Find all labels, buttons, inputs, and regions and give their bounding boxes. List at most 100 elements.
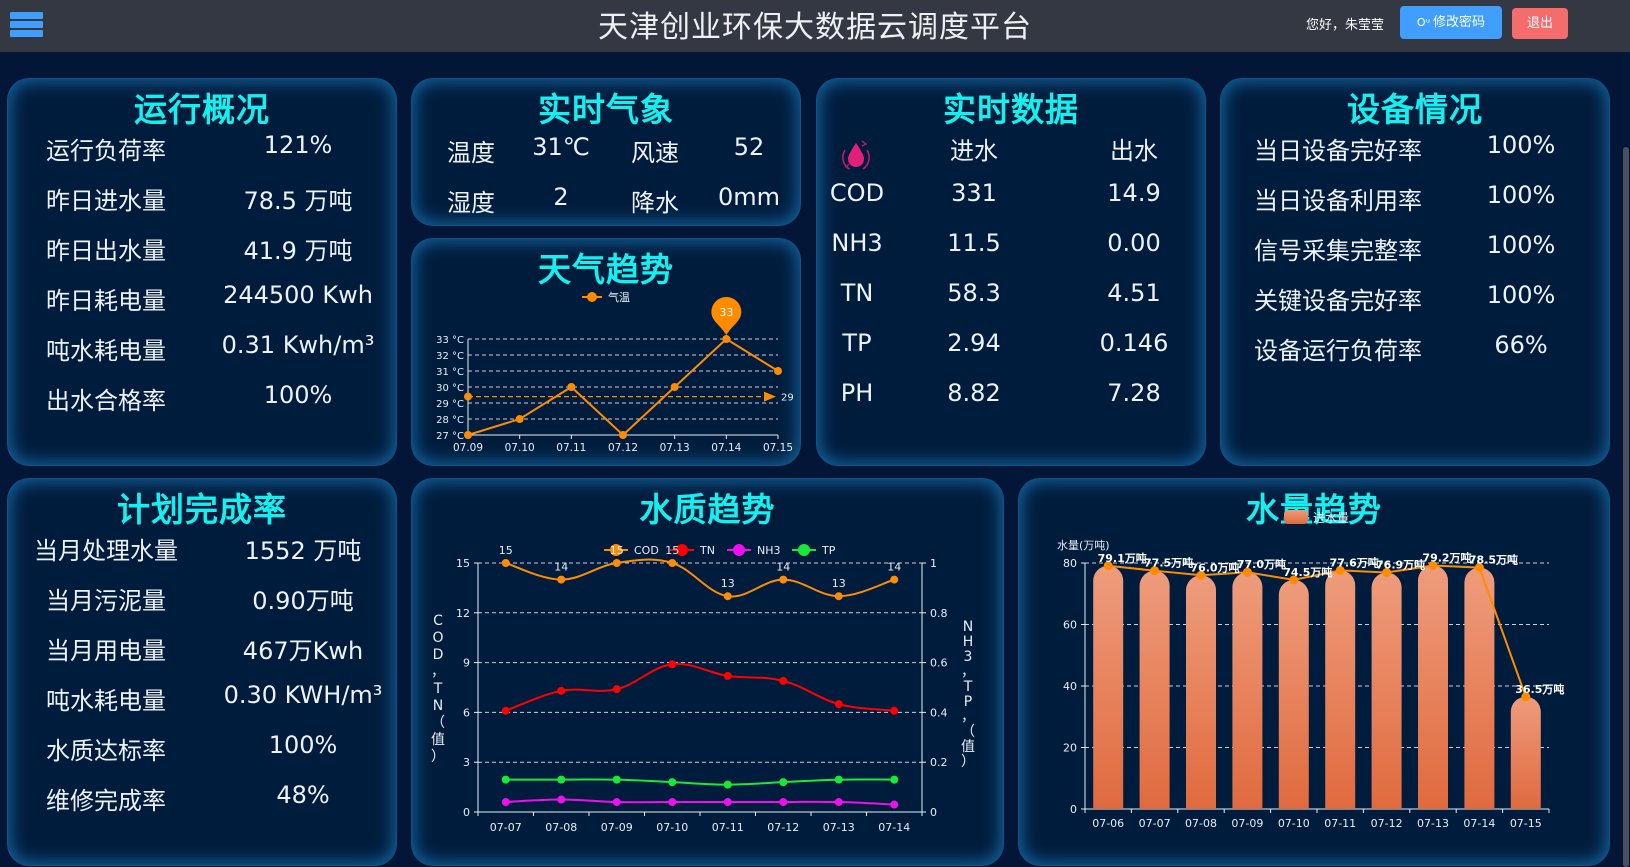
row-name: COD — [829, 179, 885, 207]
list-item: 当月处理水量 1552 万吨 — [34, 537, 362, 565]
logout-button[interactable]: 退出 — [1512, 8, 1568, 39]
svg-text:3: 3 — [964, 649, 973, 665]
outflow-value: 0.146 — [1099, 329, 1169, 357]
equipment-panel: 设备情况 当日设备完好率 100% 当日设备利用率 100% 信号采集完整率 100%… — [1220, 78, 1610, 466]
app-title: 天津创业环保大数据云调度平台 — [598, 10, 1032, 45]
svg-text:07-13: 07-13 — [1417, 817, 1449, 830]
svg-text:0: 0 — [930, 806, 937, 819]
temperature-label: 温度 — [447, 139, 495, 167]
svg-text:15: 15 — [499, 544, 513, 557]
svg-text:（: （ — [431, 715, 445, 731]
svg-text:77.5万吨: 77.5万吨 — [1144, 556, 1193, 570]
column-header-inflow: 进水 — [950, 137, 998, 165]
change-password-button[interactable]: Oᵘ 修改密码 — [1400, 6, 1502, 39]
svg-text:07-06: 07-06 — [1092, 817, 1124, 830]
hamburger-menu-icon[interactable] — [10, 12, 43, 38]
svg-text:气温: 气温 — [608, 290, 630, 304]
svg-text:N: N — [433, 698, 443, 714]
svg-text:TP: TP — [821, 544, 836, 557]
svg-text:07-10: 07-10 — [1278, 817, 1310, 830]
weather-trend-panel: 天气趋势 气温 27 °C 28 °C 29 °C 30 °C 31 °C 32 °C 33 … — [411, 238, 801, 466]
panel-title: 设备情况 — [1347, 90, 1483, 129]
svg-text:14: 14 — [554, 561, 568, 574]
outflow-value: 4.51 — [1107, 279, 1161, 307]
svg-text:15: 15 — [610, 544, 624, 557]
list-item: 吨水耗电量 0.31 Kwh/m³ — [46, 331, 375, 365]
panel-title: 运行概况 — [134, 90, 270, 129]
list-item: 昨日耗电量 244500 Kwh — [46, 281, 373, 315]
svg-text:32 °C: 32 °C — [436, 351, 464, 362]
svg-text:6: 6 — [463, 706, 470, 719]
svg-text:07-12: 07-12 — [767, 821, 799, 834]
svg-text:0.6: 0.6 — [930, 657, 948, 670]
svg-text:07.11: 07.11 — [556, 442, 586, 454]
svg-text:13: 13 — [721, 577, 735, 590]
panel-title: 计划完成率 — [117, 490, 287, 529]
list-item: 当日设备完好率 100% — [1254, 131, 1556, 165]
weather-panel: 实时气象 温度 31℃ 风速 52 湿度 2 降水 0mm — [411, 78, 801, 226]
svg-text:07.09: 07.09 — [453, 442, 483, 454]
list-item: 当月污泥量 0.90万吨 — [46, 587, 354, 615]
svg-text:20: 20 — [1063, 742, 1077, 755]
wind-value: 52 — [733, 133, 765, 161]
svg-text:07-09: 07-09 — [1231, 817, 1263, 830]
svg-text:0.4: 0.4 — [930, 706, 948, 719]
row-name: PH — [840, 379, 874, 407]
svg-text:）: ） — [961, 754, 975, 770]
svg-text:O: O — [432, 630, 443, 646]
svg-text:P: P — [964, 694, 972, 710]
outflow-value: 14.9 — [1107, 179, 1161, 207]
svg-text:36.5万吨: 36.5万吨 — [1515, 682, 1564, 696]
svg-text:N: N — [963, 619, 973, 635]
list-item: 信号采集完整率 100% — [1254, 231, 1556, 265]
svg-text:D: D — [433, 647, 444, 663]
svg-text:40: 40 — [1063, 680, 1077, 693]
svg-text:28 °C: 28 °C — [436, 415, 464, 426]
svg-text:07.15: 07.15 — [763, 442, 793, 454]
svg-text:07-13: 07-13 — [823, 821, 855, 834]
svg-text:9: 9 — [463, 657, 470, 670]
scrollbar-thumb[interactable] — [1623, 147, 1629, 867]
svg-text:33: 33 — [719, 306, 733, 319]
key-icon: Oᵘ — [1416, 16, 1431, 29]
svg-text:，: ， — [961, 709, 975, 725]
svg-text:31 °C: 31 °C — [436, 367, 464, 378]
page-scrollbar[interactable] — [1622, 52, 1630, 867]
svg-text:NH3: NH3 — [757, 544, 781, 557]
rain-label: 降水 — [631, 189, 679, 217]
svg-text:13: 13 — [832, 577, 846, 590]
outflow-value: 7.28 — [1107, 379, 1161, 407]
svg-text:79.1万吨: 79.1万吨 — [1098, 551, 1147, 565]
svg-text:T: T — [963, 679, 973, 695]
svg-text:07-15: 07-15 — [1510, 817, 1542, 830]
svg-text:12: 12 — [456, 607, 470, 620]
svg-text:07.12: 07.12 — [608, 442, 638, 454]
svg-text:0: 0 — [1070, 803, 1077, 816]
svg-text:）: ） — [431, 749, 445, 765]
svg-text:07.10: 07.10 — [505, 442, 535, 454]
list-item: 昨日进水量 78.5 万吨 — [46, 187, 353, 215]
svg-text:77.0万吨: 77.0万吨 — [1237, 557, 1286, 571]
temperature-value: 31℃ — [532, 133, 590, 161]
svg-text:07-12: 07-12 — [1371, 817, 1403, 830]
svg-text:07-10: 07-10 — [656, 821, 688, 834]
svg-text:值: 值 — [431, 732, 445, 748]
svg-text:07-08: 07-08 — [545, 821, 577, 834]
svg-text:07-11: 07-11 — [1324, 817, 1356, 830]
svg-text:76.0万吨: 76.0万吨 — [1190, 560, 1239, 574]
plan-completion-panel: 计划完成率 当月处理水量 1552 万吨 当月污泥量 0.90万吨 当月用电量 467… — [7, 478, 397, 866]
panel-title: 天气趋势 — [538, 250, 674, 289]
svg-text:进水量: 进水量 — [1313, 511, 1349, 525]
svg-text:78.5万吨: 78.5万吨 — [1469, 553, 1518, 567]
list-item: 出水合格率 100% — [46, 381, 333, 415]
row-name: TN — [840, 279, 874, 307]
svg-text:33 °C: 33 °C — [436, 335, 464, 346]
svg-text:（: （ — [961, 724, 975, 740]
outflow-value: 0.00 — [1107, 229, 1161, 257]
inflow-value: 11.5 — [947, 229, 1001, 257]
inflow-value: 331 — [951, 179, 997, 207]
panel-title: 实时气象 — [538, 90, 674, 129]
svg-text:水量(万吨): 水量(万吨) — [1057, 539, 1110, 552]
list-item: 维修完成率 48% — [46, 781, 330, 815]
svg-text:T: T — [433, 681, 443, 697]
